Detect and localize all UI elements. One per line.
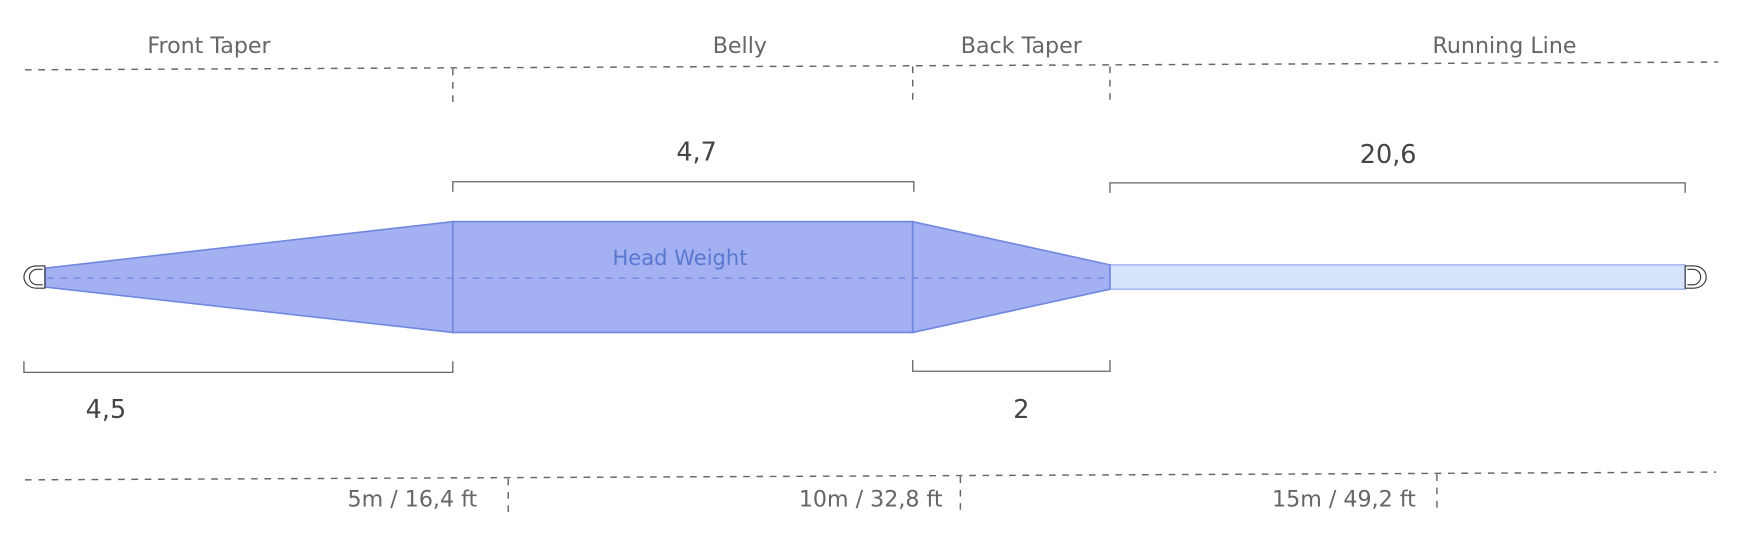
section-label-belly: Belly (713, 33, 767, 59)
distance-label-10m: 10m / 32,8 ft (799, 486, 943, 512)
running-line-length-bracket (1109, 182, 1686, 193)
belly-length-bracket (452, 181, 915, 192)
section-label-back-taper: Back Taper (961, 33, 1083, 59)
belly-segment (451, 220, 914, 334)
head-weight-label: Head Weight (612, 245, 747, 270)
rear-loop-icon (1684, 265, 1707, 289)
section-axis-line (25, 61, 1719, 71)
front-loop-icon (23, 265, 46, 289)
front-taper-length: 4,5 (86, 395, 127, 425)
distance-axis-line (25, 471, 1717, 481)
distance-label-5m: 5m / 16,4 ft (347, 486, 477, 512)
section-label-running-line: Running Line (1433, 33, 1577, 59)
belly-length: 4,7 (676, 138, 717, 168)
section-label-front-taper: Front Taper (147, 33, 271, 59)
back-taper-length-bracket (912, 360, 1111, 372)
front-taper-segment (44, 220, 454, 334)
distance-label-15m: 15m / 49,2 ft (1272, 486, 1416, 512)
front-taper-length-bracket (23, 361, 454, 374)
running-line-length: 20,6 (1360, 140, 1417, 170)
running-line-segment (1109, 264, 1686, 290)
back-taper-length: 2 (1013, 395, 1029, 425)
back-taper-segment (911, 220, 1111, 334)
